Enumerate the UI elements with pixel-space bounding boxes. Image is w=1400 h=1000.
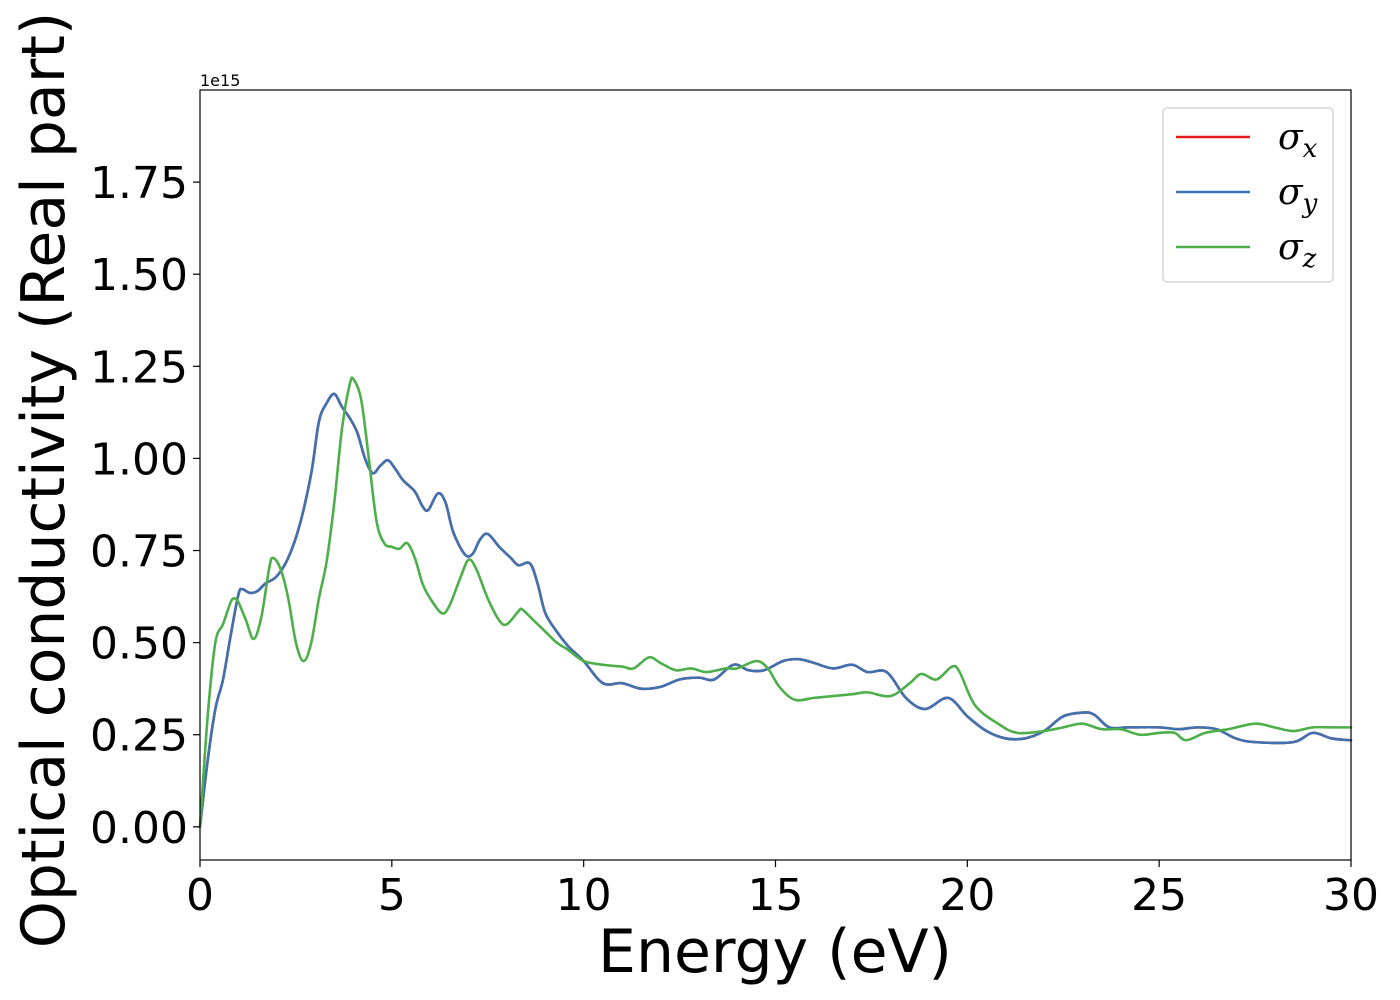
y-tick-label: 1.25: [90, 342, 188, 393]
legend-label-x: σx: [1278, 117, 1318, 164]
y-tick-label: 0.50: [90, 619, 188, 670]
x-axis-label: Energy (eV): [598, 917, 952, 987]
series-layer: [198, 376, 1353, 829]
y-offset-label: 1e15: [200, 71, 240, 90]
y-tick-label: 1.50: [90, 250, 188, 301]
x-tick-label: 0: [186, 870, 214, 921]
legend-label-z: σz: [1278, 227, 1317, 274]
series-line-y: [198, 392, 1353, 829]
legend: σx σy σz: [1162, 107, 1334, 283]
x-tick-label: 25: [1131, 870, 1187, 921]
x-tick-label: 10: [556, 870, 612, 921]
y-tick-label: 0.75: [90, 527, 188, 578]
y-tick-label: 0.00: [90, 803, 188, 854]
x-tick-label: 30: [1323, 870, 1379, 921]
x-axis: 0 5 10 15 20 25 30: [186, 860, 1379, 921]
y-tick-label: 1.00: [90, 434, 188, 485]
y-tick-label: 1.75: [90, 158, 188, 209]
x-tick-label: 20: [939, 870, 995, 921]
legend-frame: [1162, 107, 1334, 283]
x-tick-label: 5: [378, 870, 406, 921]
y-axis-label: Optical conductivity (Real part): [9, 12, 79, 949]
legend-label-y: σy: [1278, 172, 1318, 219]
y-tick-label: 0.25: [90, 711, 188, 762]
x-tick-label: 15: [748, 870, 804, 921]
series-line-z: [198, 376, 1353, 829]
y-axis: 0.00 0.25 0.50 0.75 1.00 1.25 1.50 1.75: [90, 158, 200, 854]
